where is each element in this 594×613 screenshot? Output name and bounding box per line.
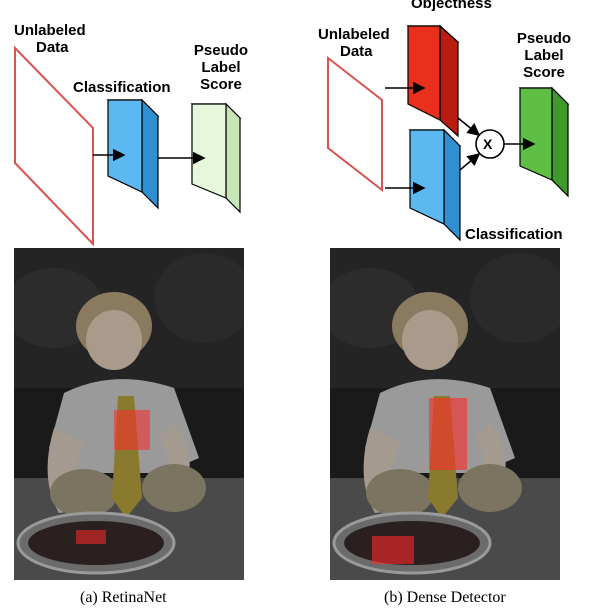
score-block (190, 102, 242, 214)
score-block (518, 86, 570, 198)
caption-b: (b) Dense Detector (384, 589, 506, 606)
input-data-plane (14, 45, 94, 247)
objectness-block (406, 24, 460, 138)
highlight-region (114, 410, 150, 450)
input-label-b: Unlabeled Data (318, 26, 390, 60)
classification-label-b: Classification (465, 226, 563, 243)
output-label-line2: Label (524, 47, 564, 64)
output-label-line3: Score (200, 76, 242, 93)
objectness-label-b: Objectness (411, 0, 492, 12)
input-label-line2: Data (340, 43, 373, 60)
highlight-region (429, 398, 467, 470)
input-label-a: Unlabeled Data (14, 22, 86, 56)
output-label-b: Pseudo Label Score (510, 30, 578, 81)
photo-retinanet-illustration (14, 248, 244, 580)
arrow-classification-to-multiply (459, 152, 481, 171)
output-label-line2: Label (201, 59, 241, 76)
architecture-diagrams (14, 24, 570, 247)
classification-block (106, 98, 160, 210)
photo-dense-detector (330, 248, 560, 580)
photo-dense-detector-illustration (330, 248, 560, 580)
panel-a-diagram (14, 45, 242, 247)
input-label-line2: Data (36, 39, 69, 56)
classification-label-a: Classification (73, 79, 171, 96)
panel-b-diagram (327, 24, 570, 242)
input-data-plane (327, 55, 383, 193)
output-label-line1: Pseudo (193, 42, 249, 59)
output-label-line3: Score (523, 64, 565, 81)
output-label-line1: Pseudo (516, 30, 572, 47)
input-label-line1: Unlabeled (318, 26, 390, 43)
highlight-region (76, 530, 106, 544)
caption-a: (a) RetinaNet (80, 589, 167, 606)
arrow-objectness-to-multiply (457, 117, 481, 137)
classification-block (408, 128, 462, 242)
highlight-region (372, 536, 414, 564)
output-label-a: Pseudo Label Score (190, 42, 252, 93)
photo-retinanet (14, 248, 244, 580)
input-label-line1: Unlabeled (14, 22, 86, 39)
multiply-symbol: X (483, 136, 493, 152)
